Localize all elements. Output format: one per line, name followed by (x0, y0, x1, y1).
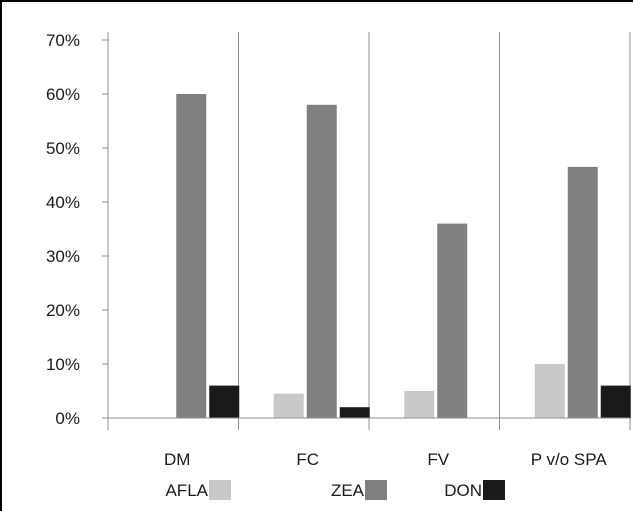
bar-don-p-v-o-spa (600, 385, 631, 418)
y-tick-label: 30% (46, 247, 80, 266)
y-tick-label: 10% (46, 355, 80, 374)
legend-swatch (483, 480, 505, 500)
legend-item-don: DON (444, 480, 505, 500)
x-category-labels: DM FC FV P v/o SPA (164, 450, 607, 469)
y-tick-label: 40% (46, 193, 80, 212)
y-tick-labels: 0% 10% 20% 30% 40% 50% 60% 70% (46, 31, 80, 428)
gridlines (238, 32, 631, 430)
y-tick-label: 0% (55, 409, 80, 428)
bars (176, 94, 631, 419)
legend-label: DON (444, 481, 482, 500)
legend-swatch (209, 480, 231, 500)
bar-don-dm (209, 385, 240, 418)
x-category-label: FC (296, 450, 319, 469)
axes (102, 32, 630, 430)
legend-label: AFLA (165, 481, 208, 500)
legend-swatch (365, 480, 387, 500)
legend: AFLA ZEA DON (165, 480, 505, 500)
bar-afla-p-v-o-spa (534, 364, 565, 418)
legend-label: ZEA (331, 481, 365, 500)
bar-zea-dm (176, 94, 207, 418)
legend-item-zea: ZEA (331, 480, 387, 500)
x-category-label: DM (164, 450, 190, 469)
bar-don-fc (339, 407, 370, 418)
y-tick-label: 50% (46, 139, 80, 158)
x-category-label: P v/o SPA (531, 450, 608, 469)
y-tick-label: 70% (46, 31, 80, 50)
bar-zea-p-v-o-spa (567, 166, 598, 418)
y-tick-label: 60% (46, 85, 80, 104)
x-category-label: FV (427, 450, 449, 469)
bar-afla-fv (404, 391, 435, 418)
bar-zea-fv (437, 223, 468, 418)
y-tick-label: 20% (46, 301, 80, 320)
legend-item-afla: AFLA (165, 480, 231, 500)
bar-zea-fc (306, 104, 337, 419)
bar-afla-fc (273, 393, 304, 418)
